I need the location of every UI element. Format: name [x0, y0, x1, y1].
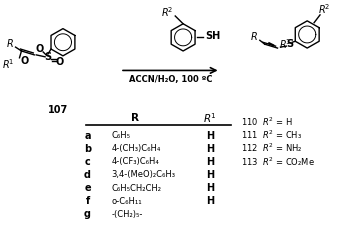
Text: $\it{R}$$^2$: $\it{R}$$^2$ — [161, 5, 174, 19]
Text: 3,4-(MeO)₂C₆H₃: 3,4-(MeO)₂C₆H₃ — [111, 170, 175, 179]
Text: O: O — [56, 57, 64, 67]
Text: H: H — [206, 183, 214, 193]
Text: H: H — [206, 157, 214, 167]
Text: ACCN/H₂O, 100 ºC: ACCN/H₂O, 100 ºC — [128, 75, 212, 84]
Text: f: f — [86, 196, 90, 206]
Text: $\it{R}$: $\it{R}$ — [250, 30, 258, 42]
Text: $R^1$: $R^1$ — [203, 111, 217, 125]
Text: R: R — [131, 113, 139, 123]
Text: c: c — [85, 157, 90, 167]
Text: $\it{R}$$^2$: $\it{R}$$^2$ — [318, 2, 330, 16]
Text: -(CH₂)₅-: -(CH₂)₅- — [111, 210, 143, 219]
Text: $\it{R}$$^1$: $\it{R}$$^1$ — [2, 58, 15, 71]
Text: $\it{R}$$^1$: $\it{R}$$^1$ — [279, 37, 292, 51]
Text: $\it{R}$: $\it{R}$ — [6, 37, 14, 49]
Text: S: S — [45, 52, 52, 62]
Text: O: O — [20, 56, 29, 66]
Text: H: H — [206, 196, 214, 206]
Text: 113  $R^2$ = CO₂Me: 113 $R^2$ = CO₂Me — [241, 155, 315, 168]
Text: o-C₆H₁₁: o-C₆H₁₁ — [111, 197, 142, 206]
Text: d: d — [84, 170, 91, 180]
Text: C₆H₅: C₆H₅ — [111, 131, 130, 140]
Text: g: g — [84, 209, 91, 219]
Text: O: O — [35, 44, 43, 54]
Text: 111  $R^2$ = CH₃: 111 $R^2$ = CH₃ — [241, 129, 302, 141]
Text: SH: SH — [205, 31, 220, 41]
Text: H: H — [206, 170, 214, 180]
Text: b: b — [84, 144, 91, 154]
Text: 112  $R^2$ = NH₂: 112 $R^2$ = NH₂ — [241, 142, 302, 154]
Text: H: H — [206, 144, 214, 154]
Text: C₆H₅CH₂CH₂: C₆H₅CH₂CH₂ — [111, 184, 161, 193]
Text: 4-(CH₃)C₆H₄: 4-(CH₃)C₆H₄ — [111, 144, 160, 153]
Text: e: e — [84, 183, 91, 193]
Text: 110  $R^2$ = H: 110 $R^2$ = H — [241, 116, 293, 128]
Text: a: a — [84, 130, 91, 141]
Text: S: S — [286, 39, 293, 49]
Text: 107: 107 — [48, 105, 68, 115]
Text: 4-(CF₃)C₆H₄: 4-(CF₃)C₆H₄ — [111, 157, 159, 166]
Text: H: H — [206, 130, 214, 141]
